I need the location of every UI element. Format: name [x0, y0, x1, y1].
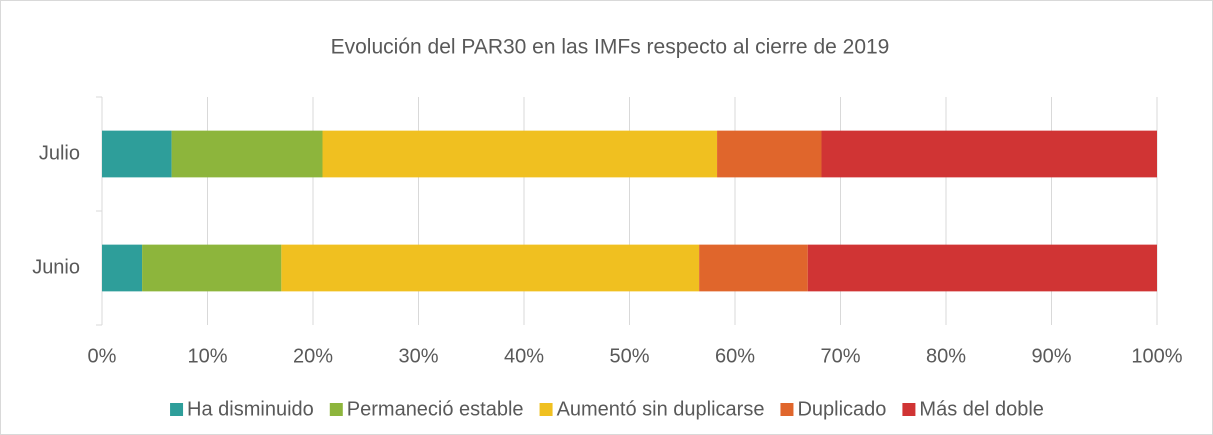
legend-swatch — [539, 403, 553, 416]
x-tick-label: 20% — [293, 345, 333, 367]
x-tick-label: 100% — [1131, 345, 1182, 367]
bar-segment — [142, 244, 282, 292]
legend-label: Permaneció estable — [347, 398, 524, 420]
x-tick-label: 10% — [187, 345, 227, 367]
bar-segment — [699, 244, 808, 292]
x-tick-label: 90% — [1031, 345, 1071, 367]
bar-segment — [102, 244, 143, 292]
bar-segment — [807, 244, 1157, 292]
x-tick-label: 50% — [609, 345, 649, 367]
legend-swatch — [780, 403, 794, 416]
x-tick-label: 40% — [504, 345, 544, 367]
bar-segment — [281, 244, 700, 292]
x-tick-label: 60% — [715, 345, 755, 367]
x-tick-label: 30% — [398, 345, 438, 367]
legend-label: Más del doble — [919, 398, 1044, 420]
legend-swatch — [329, 403, 343, 416]
bar-segment — [821, 130, 1157, 178]
legend-label: Ha disminuido — [187, 398, 314, 420]
chart-title: Evolución del PAR30 en las IMFs respecto… — [331, 36, 890, 59]
x-tick-label: 80% — [926, 345, 966, 367]
bar-segment — [322, 130, 718, 178]
bar-segment — [171, 130, 323, 178]
legend-swatch — [170, 403, 184, 416]
legend-label: Aumentó sin duplicarse — [557, 398, 765, 420]
x-tick-label: 70% — [820, 345, 860, 367]
bar-segment — [717, 130, 822, 178]
legend-label: Duplicado — [797, 398, 886, 420]
x-tick-label: 0% — [88, 345, 117, 367]
y-tick-label: Junio — [32, 256, 80, 278]
legend-swatch — [902, 403, 916, 416]
bar-segment — [102, 130, 172, 178]
y-tick-label: Julio — [39, 142, 80, 164]
